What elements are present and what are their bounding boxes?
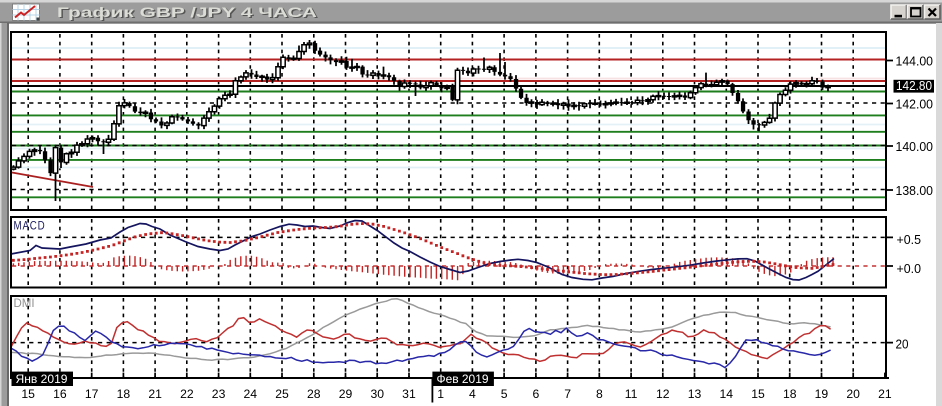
svg-text:6: 6	[532, 387, 539, 401]
svg-text:+0.5: +0.5	[897, 233, 922, 247]
svg-text:4: 4	[469, 387, 476, 401]
svg-text:21: 21	[878, 387, 892, 401]
svg-text:15: 15	[751, 387, 765, 401]
svg-text:18: 18	[117, 387, 131, 401]
svg-text:29: 29	[339, 387, 353, 401]
svg-text:22: 22	[180, 387, 194, 401]
svg-text:142.00: 142.00	[896, 96, 934, 111]
svg-text:График GBP /JPY 4 ЧАСА: График GBP /JPY 4 ЧАСА	[57, 4, 317, 20]
svg-text:23: 23	[212, 387, 226, 401]
svg-text:20: 20	[846, 387, 860, 401]
svg-text:16: 16	[53, 387, 67, 401]
svg-text:144.00: 144.00	[896, 53, 934, 68]
svg-text:20: 20	[896, 338, 909, 352]
svg-text:138.00: 138.00	[896, 183, 934, 198]
svg-text:25: 25	[275, 387, 289, 401]
svg-text:MACD: MACD	[14, 218, 46, 232]
svg-text:13: 13	[688, 387, 702, 401]
svg-text:+0.0: +0.0	[897, 262, 922, 276]
svg-text:142.80: 142.80	[896, 79, 932, 93]
svg-text:15: 15	[21, 387, 35, 401]
svg-text:31: 31	[402, 387, 416, 401]
svg-text:7: 7	[564, 387, 571, 401]
svg-text:5: 5	[501, 387, 508, 401]
svg-text:17: 17	[85, 387, 99, 401]
svg-text:12: 12	[656, 387, 670, 401]
svg-text:30: 30	[370, 387, 384, 401]
svg-text:8: 8	[596, 387, 603, 401]
svg-text:11: 11	[625, 387, 638, 401]
svg-text:18: 18	[783, 387, 797, 401]
svg-text:DMI: DMI	[14, 298, 35, 310]
svg-text:140.00: 140.00	[896, 139, 934, 154]
svg-text:24: 24	[244, 387, 258, 401]
svg-text:14: 14	[719, 387, 733, 401]
svg-text:19: 19	[815, 387, 829, 401]
svg-text:28: 28	[307, 387, 321, 401]
svg-text:1: 1	[437, 387, 444, 401]
svg-text:21: 21	[148, 387, 162, 401]
svg-text:Янв 2019: Янв 2019	[16, 372, 68, 386]
svg-text:Фев 2019: Фев 2019	[437, 372, 489, 386]
